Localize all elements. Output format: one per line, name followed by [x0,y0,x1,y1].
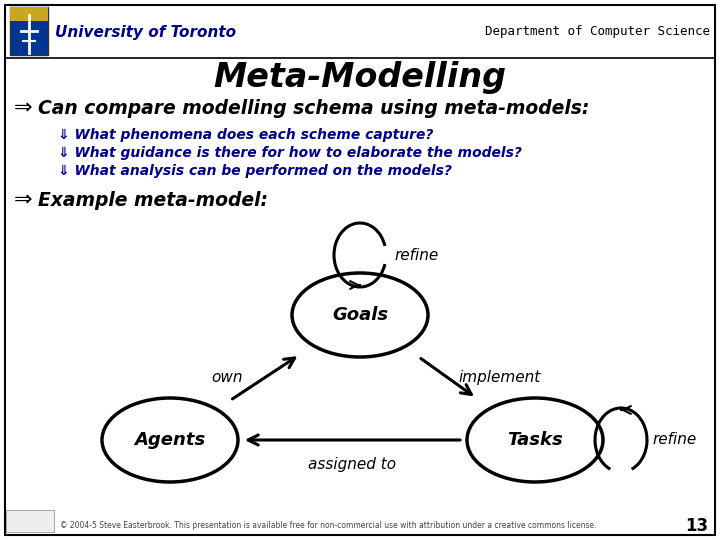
Text: refine: refine [394,247,438,262]
Ellipse shape [292,273,428,357]
Bar [6,510,54,532]
Ellipse shape [102,398,238,482]
Text: University of Toronto: University of Toronto [55,24,236,39]
Text: Department of Computer Science: Department of Computer Science [485,25,710,38]
Text: ⇓ What phenomena does each scheme capture?: ⇓ What phenomena does each scheme captur… [58,128,433,142]
Text: Agents: Agents [135,431,206,449]
Text: Example meta-model:: Example meta-model: [38,191,268,210]
Text: Can compare modelling schema using meta-models:: Can compare modelling schema using meta-… [38,98,590,118]
Text: implement: implement [459,370,541,385]
Text: ⇒: ⇒ [14,98,32,118]
Text: © 2004-5 Steve Easterbrook. This presentation is available free for non-commerci: © 2004-5 Steve Easterbrook. This present… [60,522,596,530]
Text: ⇓ What analysis can be performed on the models?: ⇓ What analysis can be performed on the … [58,164,452,178]
Text: own: own [211,370,243,385]
Bar [10,7,48,21]
Text: 13: 13 [685,517,708,535]
Text: Goals: Goals [332,306,388,324]
Bar [10,7,48,55]
Ellipse shape [467,398,603,482]
Text: assigned to: assigned to [308,457,397,472]
Text: refine: refine [652,433,696,448]
Text: ⇓ What guidance is there for how to elaborate the models?: ⇓ What guidance is there for how to elab… [58,146,522,160]
Text: Meta-Modelling: Meta-Modelling [214,62,506,94]
Text: ⇒: ⇒ [14,190,32,210]
Text: Tasks: Tasks [507,431,563,449]
